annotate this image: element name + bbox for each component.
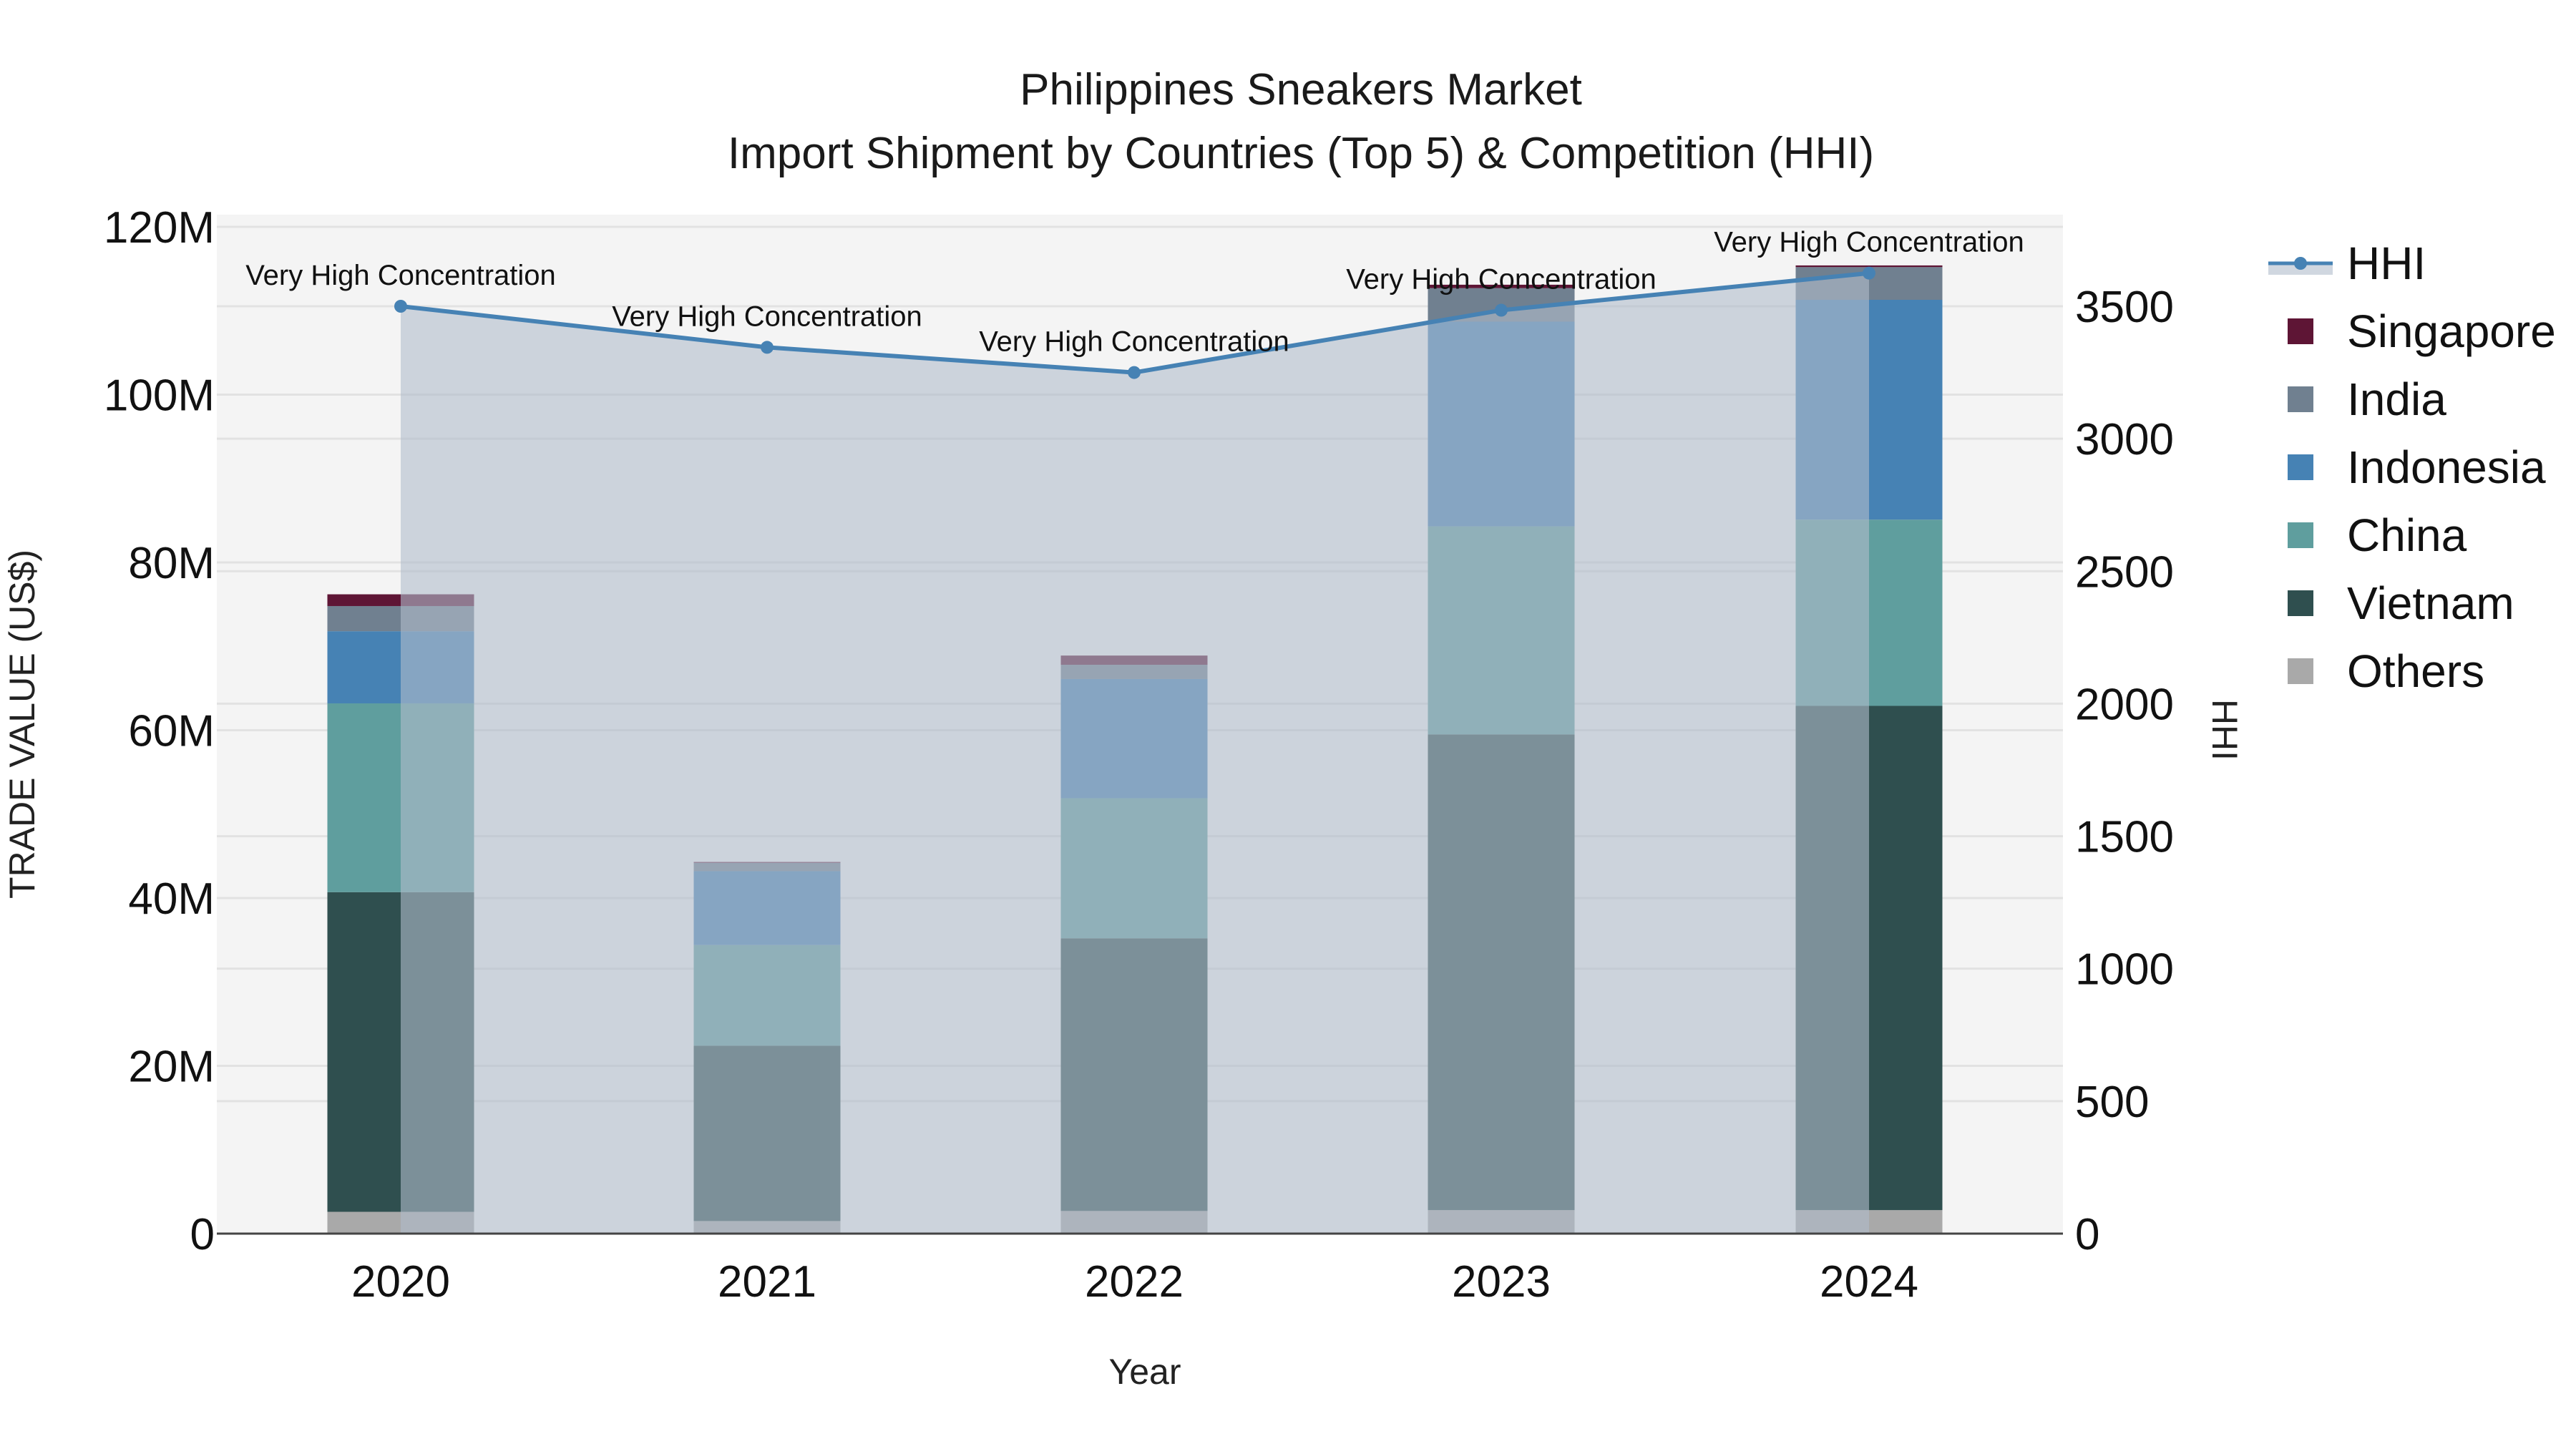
legend-item-hhi[interactable]: HHI: [2268, 238, 2426, 289]
y-axis-right-title: HHI: [2205, 699, 2245, 761]
y-left-tick-label: 100M: [104, 371, 215, 421]
legend-label: Others: [2347, 645, 2484, 697]
legend-swatch-india: [2288, 386, 2313, 412]
legend-item-singapore[interactable]: Singapore: [2288, 306, 2556, 357]
legend-item-china[interactable]: China: [2288, 509, 2467, 561]
x-tick-label: 2020: [351, 1257, 450, 1307]
plot-area: Very High Concentration Very High Concent…: [104, 203, 2174, 1307]
legend-hhi-marker-icon: [2294, 257, 2307, 270]
legend: HHI Singapore India Indonesia China Vietnam Ot…: [2268, 238, 2556, 697]
y-right-tick-label: 2000: [2075, 680, 2174, 729]
bar-segment-singapore[interactable]: [1795, 265, 1943, 268]
hhi-annotation: Very High Concentration: [245, 260, 556, 291]
y-right-tick-label: 0: [2075, 1210, 2099, 1259]
legend-swatch-others: [2288, 658, 2313, 684]
legend-item-others[interactable]: Others: [2288, 645, 2484, 697]
y-left-tick-label: 0: [190, 1210, 215, 1259]
x-tick-label: 2022: [1085, 1257, 1184, 1307]
x-tick-label: 2021: [718, 1257, 816, 1307]
legend-label: China: [2347, 509, 2467, 561]
legend-swatch-indonesia: [2288, 454, 2313, 480]
chart-title-line1: Philippines Sneakers Market: [1020, 65, 1582, 114]
y-right-tick-label: 2500: [2075, 547, 2174, 597]
y-left-tick-label: 60M: [128, 707, 215, 756]
hhi-point[interactable]: [1863, 266, 1875, 280]
y-axis-left-title: TRADE VALUE (US$): [2, 550, 42, 899]
bar-segment-singapore[interactable]: [1428, 284, 1575, 288]
x-axis-title: Year: [1108, 1352, 1181, 1392]
y-right-tick-label: 500: [2075, 1078, 2149, 1127]
legend-swatch-vietnam: [2288, 590, 2313, 616]
y-left-tick-label: 80M: [128, 539, 215, 588]
legend-label: Indonesia: [2347, 441, 2546, 493]
hhi-annotation: Very High Concentration: [1346, 264, 1657, 296]
legend-item-india[interactable]: India: [2288, 374, 2446, 425]
y-right-tick-label: 1500: [2075, 813, 2174, 862]
y-left-tick-label: 20M: [128, 1043, 215, 1092]
y-right-tick-label: 3500: [2075, 283, 2174, 332]
hhi-annotation: Very High Concentration: [1714, 227, 2024, 258]
y-left-tick-label: 120M: [104, 203, 215, 253]
legend-item-indonesia[interactable]: Indonesia: [2288, 441, 2546, 493]
chart-title-line2: Import Shipment by Countries (Top 5) & C…: [728, 129, 1874, 178]
legend-label: Singapore: [2347, 306, 2556, 357]
y-right-tick-label: 1000: [2075, 945, 2174, 995]
hhi-point[interactable]: [1128, 366, 1141, 379]
legend-label: India: [2347, 374, 2446, 425]
legend-item-vietnam[interactable]: Vietnam: [2288, 577, 2514, 629]
legend-swatch-china: [2288, 522, 2313, 548]
hhi-point[interactable]: [1495, 303, 1508, 317]
hhi-point[interactable]: [761, 341, 774, 354]
legend-label: HHI: [2347, 238, 2426, 289]
hhi-area: [401, 273, 1869, 1234]
y-right-tick-label: 3000: [2075, 415, 2174, 464]
hhi-point[interactable]: [394, 300, 407, 313]
x-tick-label: 2023: [1452, 1257, 1551, 1307]
legend-swatch-singapore: [2288, 318, 2313, 344]
hhi-annotation: Very High Concentration: [979, 326, 1289, 358]
hhi-annotation: Very High Concentration: [612, 301, 922, 332]
legend-label: Vietnam: [2347, 577, 2514, 629]
y-left-tick-label: 40M: [128, 874, 215, 924]
x-tick-label: 2024: [1820, 1257, 1918, 1307]
